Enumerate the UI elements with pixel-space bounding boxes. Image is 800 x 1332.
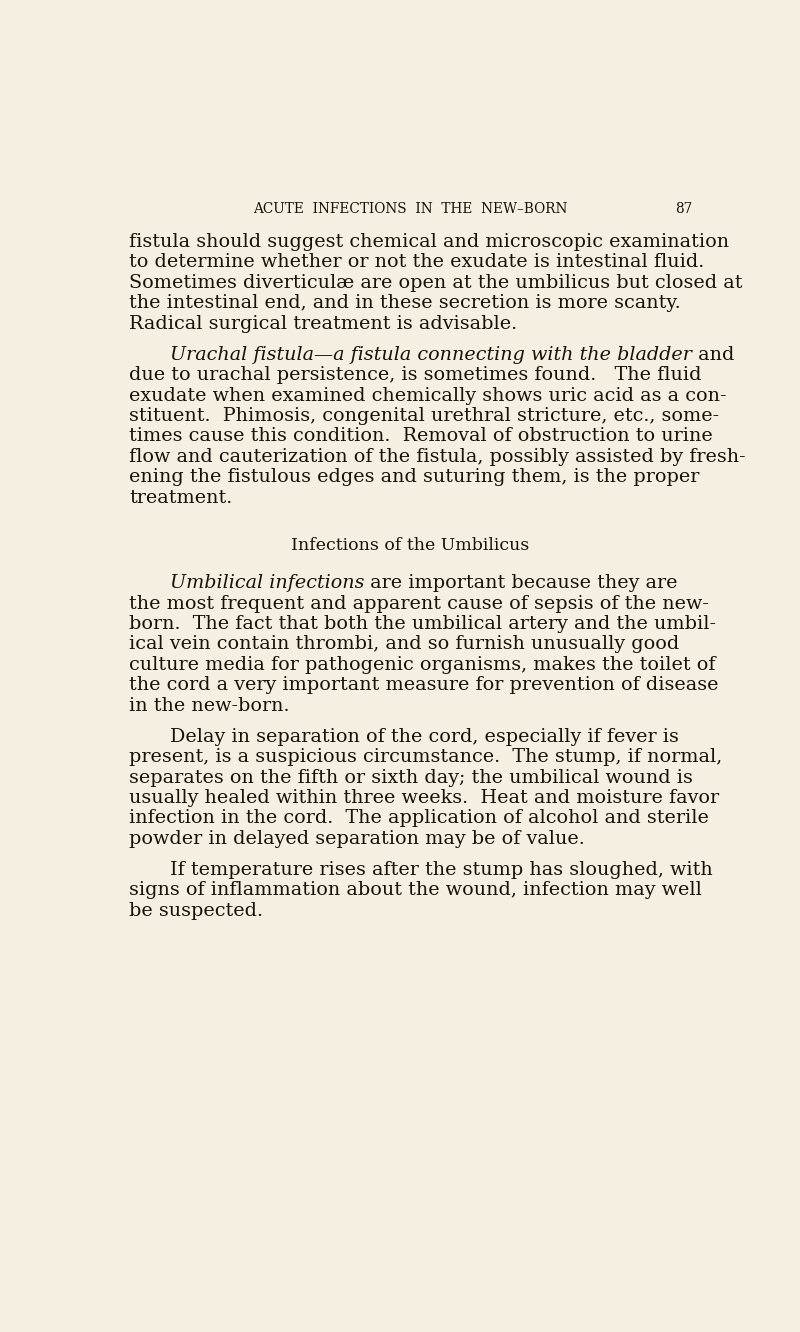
Text: culture media for pathogenic organisms, makes the toilet of: culture media for pathogenic organisms, …	[130, 655, 716, 674]
Text: signs of inflammation about the wound, infection may well: signs of inflammation about the wound, i…	[130, 882, 702, 899]
Text: Radical surgical treatment is advisable.: Radical surgical treatment is advisable.	[130, 314, 518, 333]
Text: If temperature rises after the stump has sloughed, with: If temperature rises after the stump has…	[170, 860, 713, 879]
Text: Umbilical infections: Umbilical infections	[170, 574, 364, 593]
Text: usually healed within three weeks.  Heat and moisture favor: usually healed within three weeks. Heat …	[130, 789, 719, 807]
Text: due to urachal persistence, is sometimes found.   The fluid: due to urachal persistence, is sometimes…	[130, 366, 702, 384]
Text: the most frequent and apparent cause of sepsis of the new-: the most frequent and apparent cause of …	[130, 594, 710, 613]
Text: in the new-born.: in the new-born.	[130, 697, 290, 714]
Text: ening the fistulous edges and suturing them, is the proper: ening the fistulous edges and suturing t…	[130, 469, 700, 486]
Text: present, is a suspicious circumstance.  The stump, if normal,: present, is a suspicious circumstance. T…	[130, 749, 722, 766]
Text: infection in the cord.  The application of alcohol and sterile: infection in the cord. The application o…	[130, 810, 710, 827]
Text: flow and cauterization of the fistula, possibly assisted by fresh-: flow and cauterization of the fistula, p…	[130, 448, 746, 466]
Text: are important because they are: are important because they are	[364, 574, 678, 593]
Text: treatment.: treatment.	[130, 489, 233, 506]
Text: Sometimes diverticulæ are open at the umbilicus but closed at: Sometimes diverticulæ are open at the um…	[130, 274, 743, 292]
Text: to determine whether or not the exudate is intestinal fluid.: to determine whether or not the exudate …	[130, 253, 705, 272]
Text: born.  The fact that both the umbilical artery and the umbil-: born. The fact that both the umbilical a…	[130, 615, 717, 633]
Text: times cause this condition.  Removal of obstruction to urine: times cause this condition. Removal of o…	[130, 428, 714, 445]
Text: Urachal fistula—a fistula connecting with the bladder: Urachal fistula—a fistula connecting wit…	[170, 346, 692, 364]
Text: Infections of the Umbilicus: Infections of the Umbilicus	[291, 537, 529, 554]
Text: Delay in separation of the cord, especially if fever is: Delay in separation of the cord, especia…	[170, 727, 678, 746]
Text: fistula should suggest chemical and microscopic examination: fistula should suggest chemical and micr…	[130, 233, 730, 250]
Text: the intestinal end, and in these secretion is more scanty.: the intestinal end, and in these secreti…	[130, 294, 681, 312]
Text: separates on the fifth or sixth day; the umbilical wound is: separates on the fifth or sixth day; the…	[130, 769, 694, 786]
Text: ACUTE  INFECTIONS  IN  THE  NEW–BORN: ACUTE INFECTIONS IN THE NEW–BORN	[253, 202, 567, 216]
Text: the cord a very important measure for prevention of disease: the cord a very important measure for pr…	[130, 677, 719, 694]
Text: stituent.  Phimosis, congenital urethral stricture, etc., some-: stituent. Phimosis, congenital urethral …	[130, 408, 719, 425]
Text: powder in delayed separation may be of value.: powder in delayed separation may be of v…	[130, 830, 586, 847]
Text: ical vein contain thrombi, and so furnish unusually good: ical vein contain thrombi, and so furnis…	[130, 635, 680, 653]
Text: and: and	[692, 346, 734, 364]
Text: 87: 87	[675, 202, 692, 216]
Text: exudate when examined chemically shows uric acid as a con-: exudate when examined chemically shows u…	[130, 386, 727, 405]
Text: be suspected.: be suspected.	[130, 902, 263, 919]
